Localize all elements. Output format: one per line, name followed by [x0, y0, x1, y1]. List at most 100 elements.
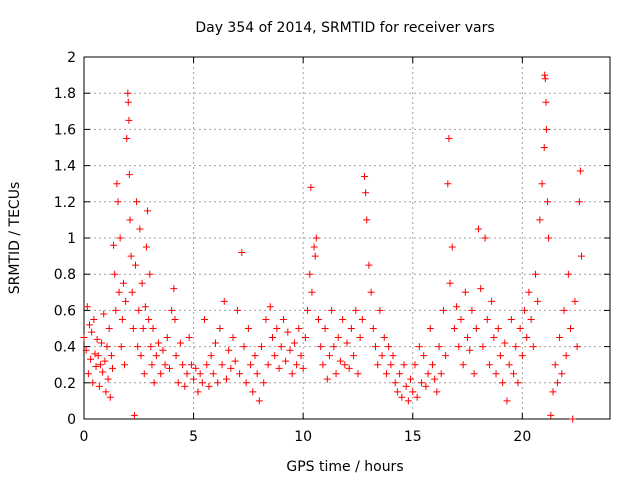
data-point: [551, 361, 559, 369]
data-point: [483, 315, 491, 323]
data-point: [279, 315, 287, 323]
data-point: [258, 343, 266, 351]
data-point: [393, 388, 401, 396]
data-point: [218, 361, 226, 369]
data-point: [501, 339, 509, 347]
data-point: [422, 382, 430, 390]
data-point: [104, 375, 112, 383]
data-point: [157, 370, 165, 378]
y-tick-label: 0.8: [54, 267, 76, 283]
data-point: [129, 325, 137, 332]
data-point: [321, 325, 329, 332]
data-point: [391, 379, 399, 387]
data-point: [137, 352, 145, 360]
data-point: [233, 306, 241, 314]
data-point: [90, 315, 98, 323]
data-point: [431, 375, 439, 383]
data-point: [387, 361, 395, 369]
data-point: [142, 243, 150, 251]
data-point: [126, 216, 134, 224]
data-point: [345, 364, 353, 372]
data-point: [132, 261, 140, 269]
data-point: [84, 370, 92, 378]
data-point: [404, 397, 412, 405]
data-point: [402, 382, 410, 390]
data-point: [165, 364, 173, 372]
data-point: [247, 361, 255, 369]
data-point: [262, 315, 270, 323]
data-point: [339, 315, 347, 323]
data-point: [488, 297, 496, 305]
data-point: [140, 370, 148, 378]
data-point: [88, 328, 96, 336]
data-point: [149, 325, 157, 332]
y-tick-label: 0.6: [54, 303, 76, 319]
data-point: [277, 343, 285, 351]
data-point: [145, 315, 153, 323]
data-point: [288, 370, 296, 378]
data-point: [459, 361, 467, 369]
data-point: [220, 297, 228, 305]
data-point: [190, 375, 198, 383]
data-point: [136, 225, 144, 233]
y-tick-label: 1.6: [54, 122, 76, 138]
y-tick-label: 2: [67, 50, 76, 66]
data-point: [295, 325, 303, 332]
data-point: [260, 379, 268, 387]
data-point: [343, 339, 351, 347]
data-point: [286, 346, 294, 354]
data-point: [273, 325, 281, 332]
data-point: [194, 388, 202, 396]
data-point: [118, 315, 126, 323]
data-point: [275, 364, 283, 372]
data-point: [523, 334, 531, 342]
data-point: [106, 393, 114, 401]
data-point: [170, 285, 178, 293]
data-point: [255, 397, 263, 405]
data-point: [507, 315, 515, 323]
data-point: [541, 71, 549, 79]
data-point: [371, 343, 379, 351]
data-point: [89, 379, 97, 387]
data-point: [282, 357, 290, 365]
data-point: [544, 198, 552, 206]
y-tick-label: 1.8: [54, 86, 76, 102]
data-point: [378, 352, 386, 360]
data-point: [172, 352, 180, 360]
y-tick-label: 1.4: [54, 159, 76, 175]
data-point: [380, 334, 388, 342]
data-point: [464, 334, 472, 342]
data-point: [125, 116, 133, 124]
data-point: [85, 321, 93, 329]
data-point: [542, 125, 550, 133]
data-point: [560, 306, 568, 314]
data-point: [112, 306, 120, 314]
data-point: [453, 303, 461, 311]
data-point: [144, 207, 152, 215]
data-point: [80, 334, 88, 342]
data-point: [176, 339, 184, 347]
data-point: [117, 343, 125, 351]
data-point: [141, 303, 149, 311]
data-point: [385, 343, 393, 351]
data-point: [312, 234, 320, 242]
data-point: [330, 343, 338, 351]
data-point: [400, 361, 408, 369]
data-point: [420, 352, 428, 360]
data-point: [130, 411, 138, 419]
data-point: [576, 167, 584, 175]
data-point: [415, 343, 423, 351]
data-point: [110, 241, 118, 249]
data-point: [541, 75, 549, 83]
data-point: [168, 306, 176, 314]
data-point: [253, 370, 261, 378]
data-point: [231, 357, 239, 365]
data-point: [94, 352, 102, 360]
data-point: [163, 334, 171, 342]
data-point: [227, 364, 235, 372]
data-point: [558, 370, 566, 378]
data-point: [209, 370, 217, 378]
data-point: [317, 343, 325, 351]
data-point: [354, 370, 362, 378]
y-tick-label: 0.4: [54, 340, 76, 356]
